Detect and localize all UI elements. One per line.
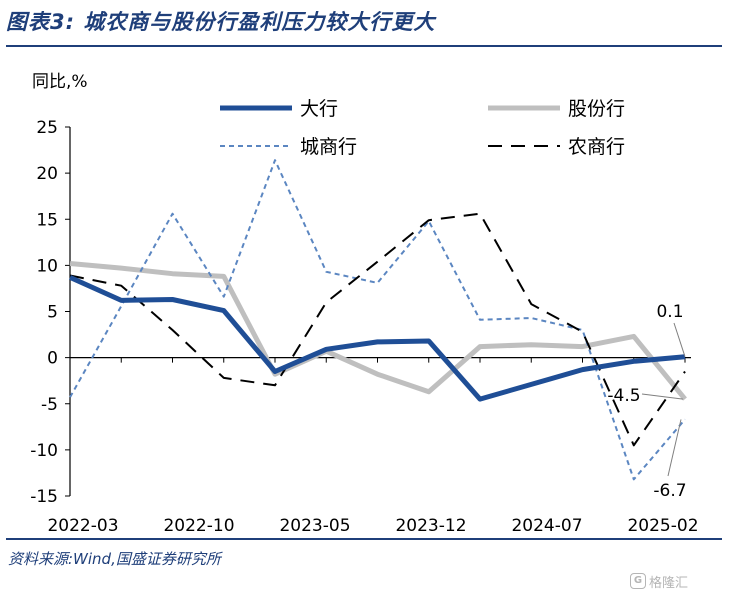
y-tick-label: -5 xyxy=(41,395,58,415)
watermark: G 格隆汇 xyxy=(630,572,689,591)
x-tick-label: 2023-05 xyxy=(279,516,350,536)
annotation-label: -6.7 xyxy=(653,481,686,501)
annotation-leader xyxy=(673,322,686,357)
y-tick-label: 20 xyxy=(36,164,58,184)
g-logo-icon: G xyxy=(630,573,646,589)
y-tick-label: -10 xyxy=(30,441,58,461)
series-line-3 xyxy=(69,159,686,481)
series-line-4 xyxy=(69,212,686,447)
series-lines xyxy=(68,159,687,481)
legend-label-2: 股份行 xyxy=(568,98,625,120)
legend-label-1: 大行 xyxy=(300,98,338,120)
axes: -15 -10 -5 0 5 10 15 20 25 2022-03 2022-10 2023-05 2… xyxy=(30,118,698,536)
source-note: 资料来源:Wind,国盛证券研究所 xyxy=(8,550,221,568)
y-tick-label: -15 xyxy=(30,487,58,507)
x-tick-label: 2024-07 xyxy=(511,516,582,536)
y-tick-label: 0 xyxy=(47,349,58,369)
x-tick-label: 2022-03 xyxy=(47,516,118,536)
legend-label-3: 城商行 xyxy=(300,136,357,158)
source-divider xyxy=(6,538,722,540)
annotation-leader xyxy=(641,393,684,400)
series-line-2 xyxy=(69,261,687,401)
series-line-1 xyxy=(68,275,686,402)
x-tick-label: 2023-12 xyxy=(395,516,466,536)
annotations: 0.1 -4.5 -6.7 xyxy=(607,302,686,501)
x-tick-label: 2025-02 xyxy=(627,516,698,536)
figure-title: 图表3: 城农商与股份行盈利压力较大行更大 xyxy=(6,10,436,34)
y-tick-label: 15 xyxy=(36,210,58,230)
y-axis-label: 同比,% xyxy=(32,72,88,92)
annotation-label: -4.5 xyxy=(607,386,640,406)
watermark-text: 格隆汇 xyxy=(649,575,689,591)
title-divider xyxy=(6,45,722,47)
y-tick-label: 25 xyxy=(36,118,58,138)
annotation-leader xyxy=(667,419,682,477)
legend-label-4: 农商行 xyxy=(568,136,625,158)
x-tick-label: 2022-10 xyxy=(163,516,234,536)
y-tick-label: 10 xyxy=(36,256,58,276)
y-tick-label: 5 xyxy=(47,303,58,323)
annotation-label: 0.1 xyxy=(656,302,683,322)
